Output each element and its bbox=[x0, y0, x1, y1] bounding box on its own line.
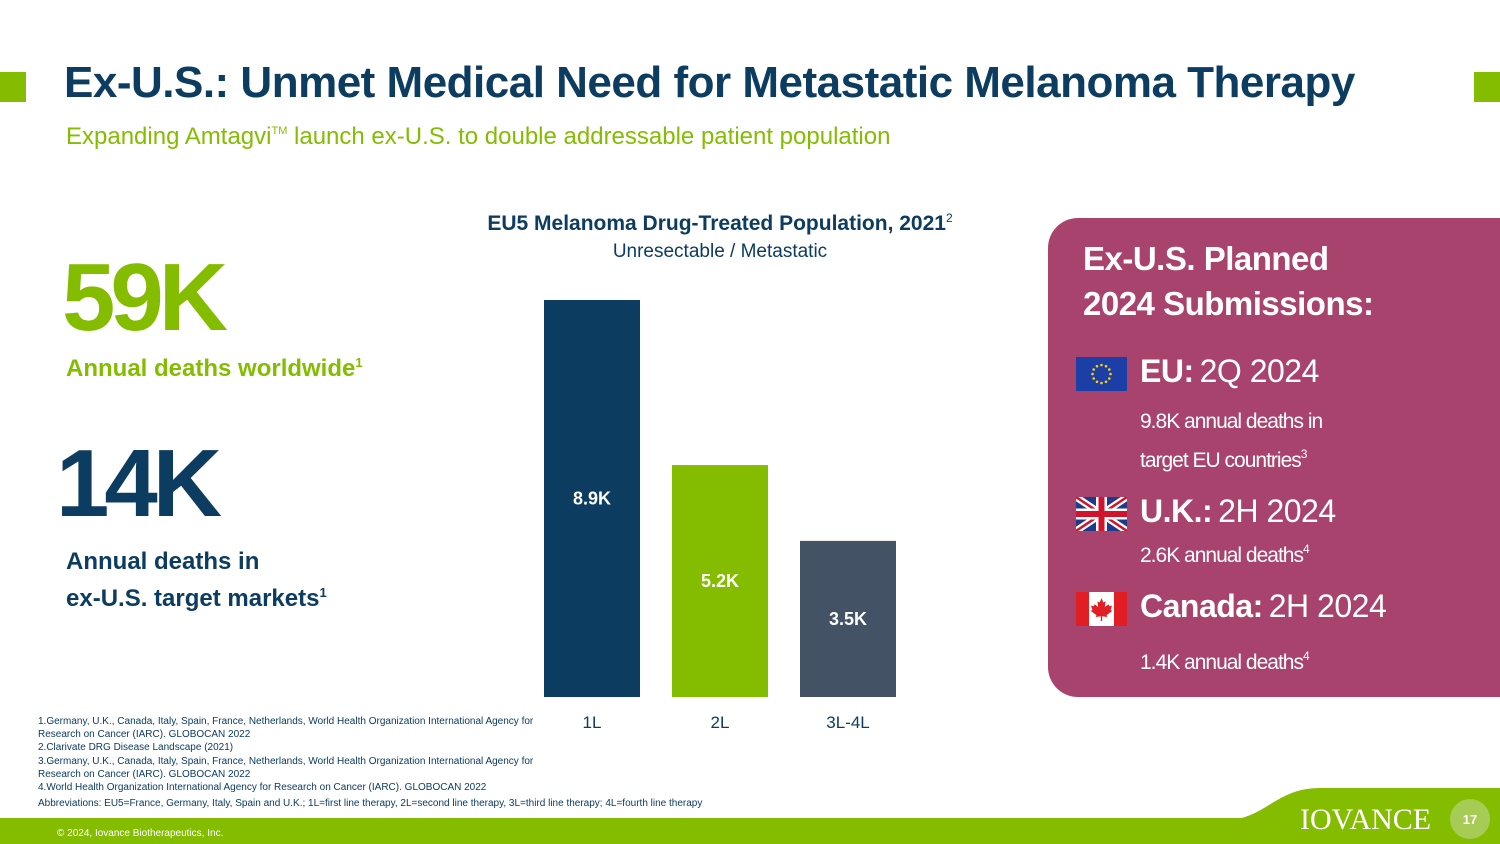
trademark-mark: TM bbox=[271, 125, 288, 137]
target-market-deaths-label: Annual deaths in ex-U.S. target markets1 bbox=[66, 546, 327, 614]
bar-chart: 8.9K 1L 5.2K 2L 3.5K 3L-4L bbox=[544, 300, 896, 732]
uk-deaths-note: 2.6K annual deaths4 bbox=[1140, 533, 1310, 572]
footnote-ref: 1 bbox=[319, 585, 327, 600]
target-market-deaths-value: 14K bbox=[56, 430, 222, 537]
page-number: 17 bbox=[1450, 799, 1490, 839]
footnote-ref: 4 bbox=[1302, 649, 1310, 663]
eu-region-label: EU: bbox=[1140, 353, 1194, 389]
left-accent-square bbox=[0, 72, 26, 102]
copyright: © 2024, Iovance Biotherapeutics, Inc. bbox=[57, 828, 224, 839]
footnote-ref: 4 bbox=[1302, 542, 1310, 556]
worldwide-deaths-value: 59K bbox=[62, 244, 228, 351]
bar-value-label: 8.9K bbox=[573, 489, 611, 509]
chart-title-text: EU5 Melanoma Drug-Treated Population, 20… bbox=[487, 212, 946, 235]
page-title: Ex-U.S.: Unmet Medical Need for Metastat… bbox=[64, 58, 1355, 107]
category-label: 3L-4L bbox=[826, 713, 869, 732]
uk-submission-date: 2H 2024 bbox=[1218, 493, 1336, 529]
chart-title-ref: 2 bbox=[945, 211, 953, 225]
footnote-2: 2.Clarivate DRG Disease Landscape (2021) bbox=[38, 742, 234, 754]
bar-1L bbox=[544, 300, 640, 697]
eu-submission-date: 2Q 2024 bbox=[1199, 353, 1320, 389]
canada-flag-icon bbox=[1076, 592, 1127, 626]
footer-curve bbox=[1225, 788, 1500, 820]
bar-value-label: 5.2K bbox=[701, 571, 739, 591]
panel-heading-line2: 2024 Submissions: bbox=[1083, 285, 1374, 322]
eu-flag-icon bbox=[1076, 357, 1127, 391]
uk-flag-icon bbox=[1076, 497, 1127, 531]
subtitle-end: launch ex-U.S. to double addressable pat… bbox=[287, 123, 891, 150]
footnote-ref: 1 bbox=[355, 355, 363, 370]
eu-deaths-note: 9.8K annual deaths in target EU countries… bbox=[1140, 405, 1323, 477]
target-market-label-line2: ex-U.S. target markets bbox=[66, 585, 320, 612]
eu-note-line2: target EU countries bbox=[1140, 449, 1302, 472]
eu-submission-heading: EU: 2Q 2024 bbox=[1140, 353, 1319, 390]
iovance-logo: IOVANCE bbox=[1300, 803, 1432, 836]
footnote-3: 3.Germany, U.K., Canada, Italy, Spain, F… bbox=[38, 755, 534, 780]
footer-bar bbox=[0, 818, 1500, 844]
canada-region-label: Canada: bbox=[1140, 588, 1263, 624]
uk-region-label: U.K.: bbox=[1140, 493, 1213, 529]
abbreviations: Abbreviations: EU5=France, Germany, Ital… bbox=[38, 798, 703, 809]
footnote-4: 4.World Health Organization Internationa… bbox=[38, 782, 487, 794]
subtitle-start: Expanding Amtagvi bbox=[66, 123, 272, 150]
chart-title: EU5 Melanoma Drug-Treated Population, 20… bbox=[440, 211, 1000, 236]
canada-submission-heading: Canada: 2H 2024 bbox=[1140, 588, 1387, 625]
category-label: 1L bbox=[583, 713, 602, 732]
worldwide-deaths-text: Annual deaths worldwide bbox=[66, 355, 356, 382]
bar-2L bbox=[672, 465, 768, 697]
right-accent-square bbox=[1474, 72, 1500, 102]
chart-subtitle: Unresectable / Metastatic bbox=[612, 241, 828, 262]
page-subtitle: Expanding AmtagviTM launch ex-U.S. to do… bbox=[66, 123, 890, 151]
canada-submission-date: 2H 2024 bbox=[1268, 588, 1387, 624]
canada-deaths-note: 1.4K annual deaths4 bbox=[1140, 640, 1310, 679]
panel-heading-line1: Ex-U.S. Planned bbox=[1083, 240, 1329, 277]
worldwide-deaths-label: Annual deaths worldwide1 bbox=[66, 355, 363, 383]
canada-note-line1: 1.4K annual deaths bbox=[1140, 651, 1304, 674]
category-label: 2L bbox=[711, 713, 730, 732]
bar-value-label: 3.5K bbox=[829, 609, 867, 629]
footnote-1: 1.Germany, U.K., Canada, Italy, Spain, F… bbox=[38, 716, 534, 741]
uk-note-line1: 2.6K annual deaths bbox=[1140, 544, 1304, 567]
eu-note-line1: 9.8K annual deaths in bbox=[1140, 410, 1323, 433]
bar-3L-4L bbox=[800, 540, 896, 697]
footnotes: 1.Germany, U.K., Canada, Italy, Spain, F… bbox=[38, 715, 538, 794]
uk-submission-heading: U.K.: 2H 2024 bbox=[1140, 493, 1336, 530]
target-market-label-line1: Annual deaths in bbox=[66, 548, 260, 575]
footnote-ref: 3 bbox=[1300, 447, 1308, 461]
panel-heading: Ex-U.S. Planned 2024 Submissions: bbox=[1083, 236, 1374, 326]
